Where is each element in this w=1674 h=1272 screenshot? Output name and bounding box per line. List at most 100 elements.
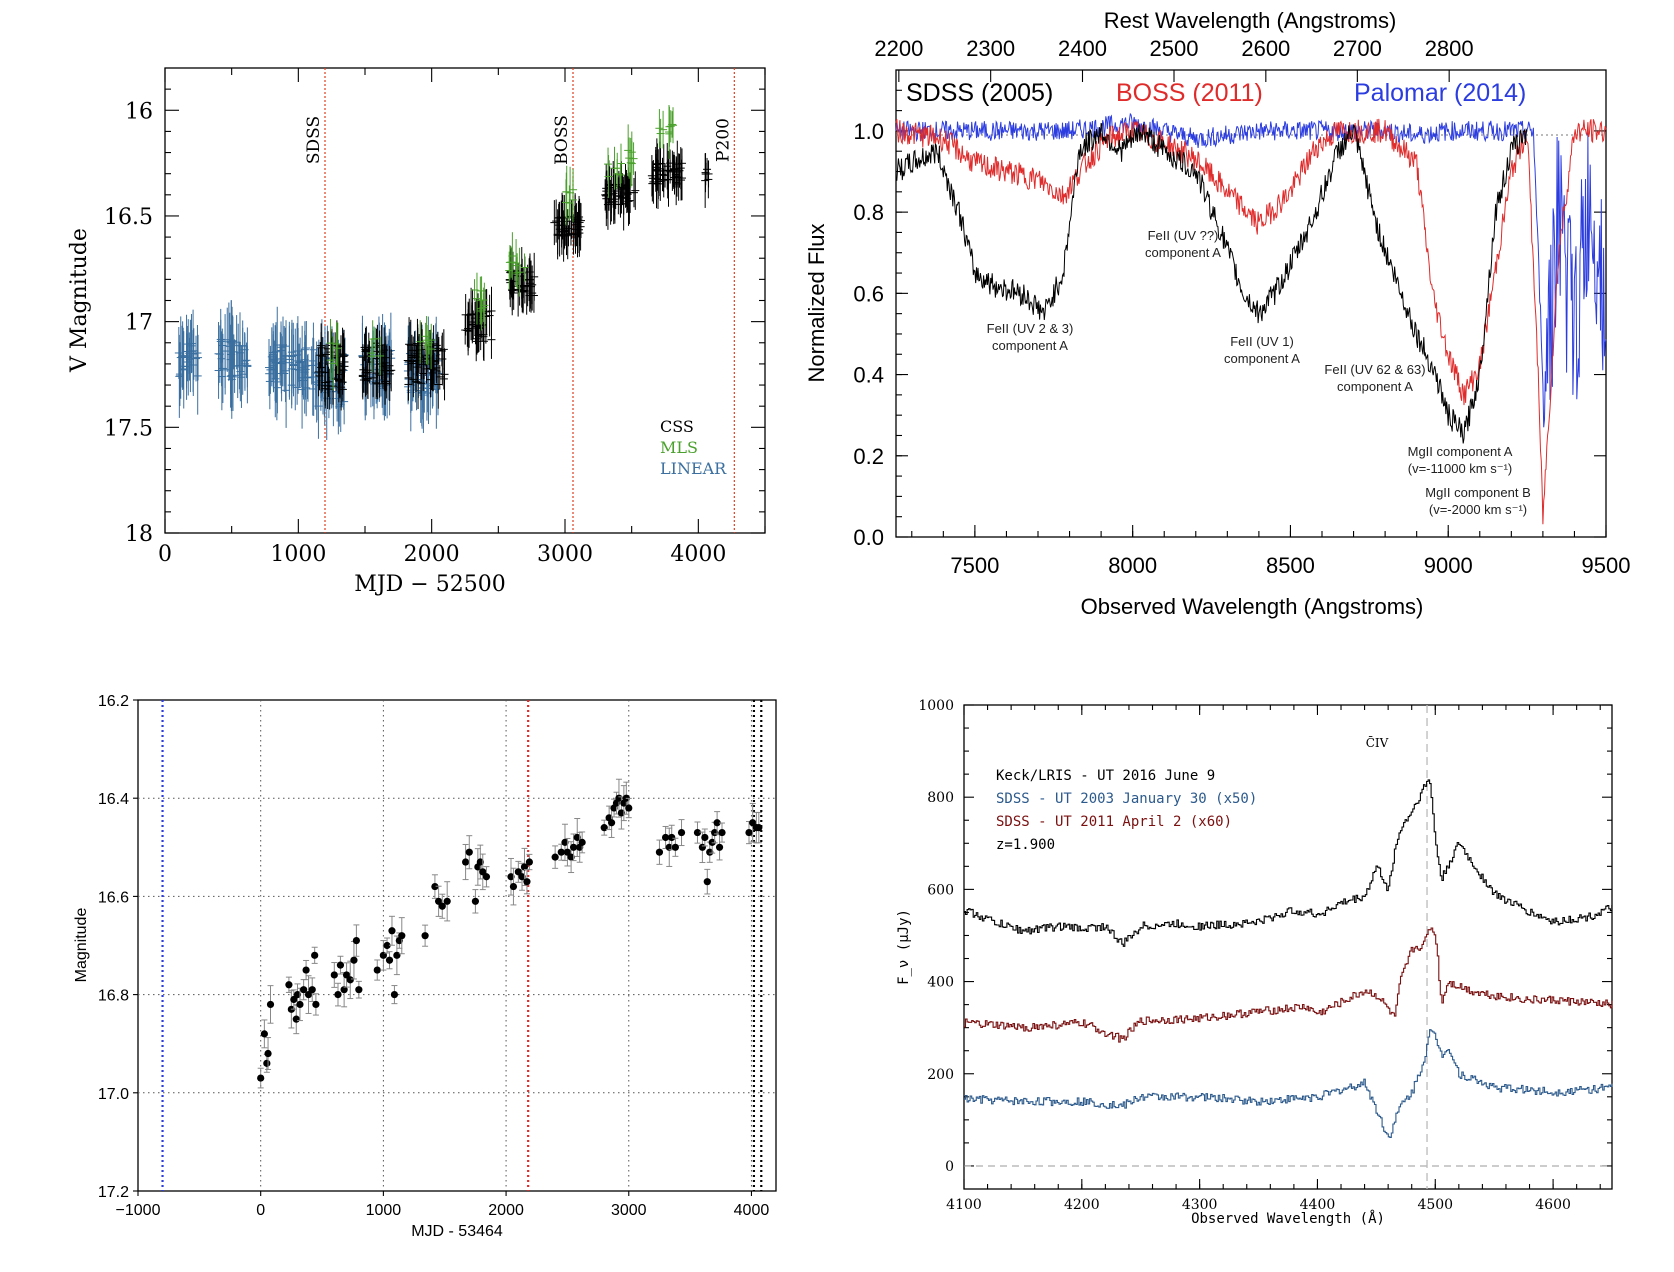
point-marker bbox=[476, 858, 484, 866]
point-marker bbox=[296, 1000, 304, 1009]
point-marker bbox=[713, 819, 721, 827]
epoch-label: BOSS bbox=[552, 115, 572, 165]
plot-frame bbox=[963, 704, 1613, 1190]
y-tick-label: 16.6 bbox=[98, 889, 129, 906]
point-marker bbox=[509, 882, 518, 891]
legend-boss: BOSS (2011) bbox=[1116, 79, 1263, 107]
data-point bbox=[461, 843, 470, 881]
point-marker bbox=[567, 853, 575, 861]
point-marker bbox=[693, 828, 702, 837]
top-tick-label: 2600 bbox=[1241, 36, 1290, 61]
y-tick-label: 16.5 bbox=[104, 205, 153, 230]
legend-keck: Keck/LRIS - UT 2016 June 9 bbox=[996, 768, 1215, 784]
point-marker bbox=[578, 838, 586, 846]
point-marker bbox=[266, 1000, 275, 1009]
data-point bbox=[385, 951, 394, 970]
point-marker bbox=[600, 824, 608, 832]
panel-light-curve-magnitude: −1000 0 1000 2000 3000 4000 16.2 16.4 16.6 16.8 17… bbox=[73, 693, 777, 1240]
x-tick-label: 3000 bbox=[611, 1202, 647, 1219]
x-tick-label: 8000 bbox=[1108, 553, 1157, 578]
data-point bbox=[379, 940, 387, 971]
y-tick-label: 0.6 bbox=[853, 281, 884, 306]
point-marker bbox=[745, 828, 753, 837]
annotation-mgii-a-vel: (v=-11000 km s⁻¹) bbox=[1408, 461, 1513, 476]
data-point bbox=[257, 1067, 265, 1089]
point-marker bbox=[421, 932, 429, 940]
data-point bbox=[563, 837, 572, 867]
data-point bbox=[471, 889, 480, 914]
y-tick-label: 800 bbox=[927, 790, 954, 806]
epoch-markers: SDSS BOSS P200 bbox=[304, 68, 735, 533]
annotation-feii-uv6263: FeII (UV 62 & 63) bbox=[1324, 362, 1425, 377]
data-point bbox=[296, 987, 304, 1022]
epoch-markers bbox=[161, 700, 763, 1191]
axis-ticks: 0 1000 2000 3000 4000 16 16.5 17 17.5 18 bbox=[104, 68, 766, 567]
x-tick-label: 4200 bbox=[1064, 1197, 1100, 1213]
y-tick-label: 17.0 bbox=[98, 1086, 129, 1103]
point-marker bbox=[706, 848, 714, 856]
axis-ticks: −1000 0 1000 2000 3000 4000 16.2 16.4 16.6 16.8 17… bbox=[98, 693, 770, 1219]
epoch-label: P200 bbox=[713, 118, 733, 162]
data-point bbox=[569, 833, 578, 862]
annotation-mgii-a: MgII component A bbox=[1408, 444, 1513, 459]
legend-redshift: z=1.900 bbox=[996, 837, 1055, 853]
panel-normalized-spectrum: 7500 8000 8500 9000 9500 0.0 0.2 0.4 0.6 0.8 1.0 22… bbox=[804, 8, 1630, 619]
y-tick-label: 0.4 bbox=[853, 363, 884, 388]
legend-linear: LINEAR bbox=[660, 459, 727, 478]
point-marker bbox=[715, 843, 724, 851]
data-point bbox=[350, 940, 358, 980]
annotation-feii-uv23: FeII (UV 2 & 3) bbox=[987, 321, 1074, 336]
point-marker bbox=[311, 951, 319, 959]
data-point bbox=[388, 915, 396, 946]
point-marker bbox=[264, 1049, 272, 1058]
point-marker bbox=[573, 833, 581, 842]
data-point bbox=[745, 820, 753, 845]
y-tick-label: 200 bbox=[927, 1067, 954, 1083]
data-point bbox=[520, 847, 529, 886]
data-point bbox=[383, 937, 391, 954]
point-marker bbox=[388, 927, 396, 935]
data-point bbox=[755, 812, 763, 844]
point-marker bbox=[518, 873, 526, 881]
spectrum-line bbox=[964, 1029, 1613, 1138]
y-tick-label: 16.8 bbox=[98, 988, 129, 1005]
point-marker bbox=[617, 809, 626, 817]
x-tick-label: −1000 bbox=[116, 1202, 161, 1219]
point-marker bbox=[525, 858, 533, 866]
data-point bbox=[330, 962, 338, 988]
data-point bbox=[336, 955, 345, 975]
data-point bbox=[431, 874, 439, 899]
point-marker bbox=[304, 991, 313, 999]
spectra-lines bbox=[964, 779, 1613, 1138]
data-point bbox=[677, 819, 686, 847]
point-marker bbox=[292, 1015, 300, 1023]
point-marker bbox=[655, 848, 664, 856]
point-marker bbox=[507, 873, 515, 881]
y-tick-label: 17.2 bbox=[98, 1184, 129, 1201]
data-point bbox=[438, 893, 446, 919]
point-marker bbox=[308, 986, 316, 994]
point-marker bbox=[346, 976, 354, 984]
annotation-feii-uv23-comp: component A bbox=[992, 338, 1068, 353]
data-point bbox=[308, 977, 316, 1002]
data-point bbox=[355, 980, 363, 999]
annotation-mgii-b: MgII component B bbox=[1425, 485, 1531, 500]
data-point bbox=[346, 960, 354, 1000]
data-point bbox=[434, 885, 443, 917]
x-tick-label: 0 bbox=[158, 542, 172, 567]
top-tick-label: 2500 bbox=[1150, 36, 1199, 61]
data-point bbox=[600, 819, 608, 836]
y-tick-label: 17 bbox=[125, 311, 153, 336]
legend-sdss: SDSS (2005) bbox=[906, 79, 1053, 107]
point-marker bbox=[625, 804, 633, 812]
point-marker bbox=[257, 1074, 265, 1082]
x-tick-label: 4100 bbox=[946, 1197, 982, 1213]
annotation-feii-uv6263-comp: component A bbox=[1337, 379, 1413, 394]
grid bbox=[138, 700, 776, 1191]
spectrum-palomar bbox=[895, 112, 1607, 428]
point-marker bbox=[431, 882, 439, 891]
point-marker bbox=[755, 824, 763, 832]
point-marker bbox=[300, 986, 308, 994]
spectra-lines bbox=[895, 112, 1607, 525]
point-marker bbox=[350, 956, 358, 964]
